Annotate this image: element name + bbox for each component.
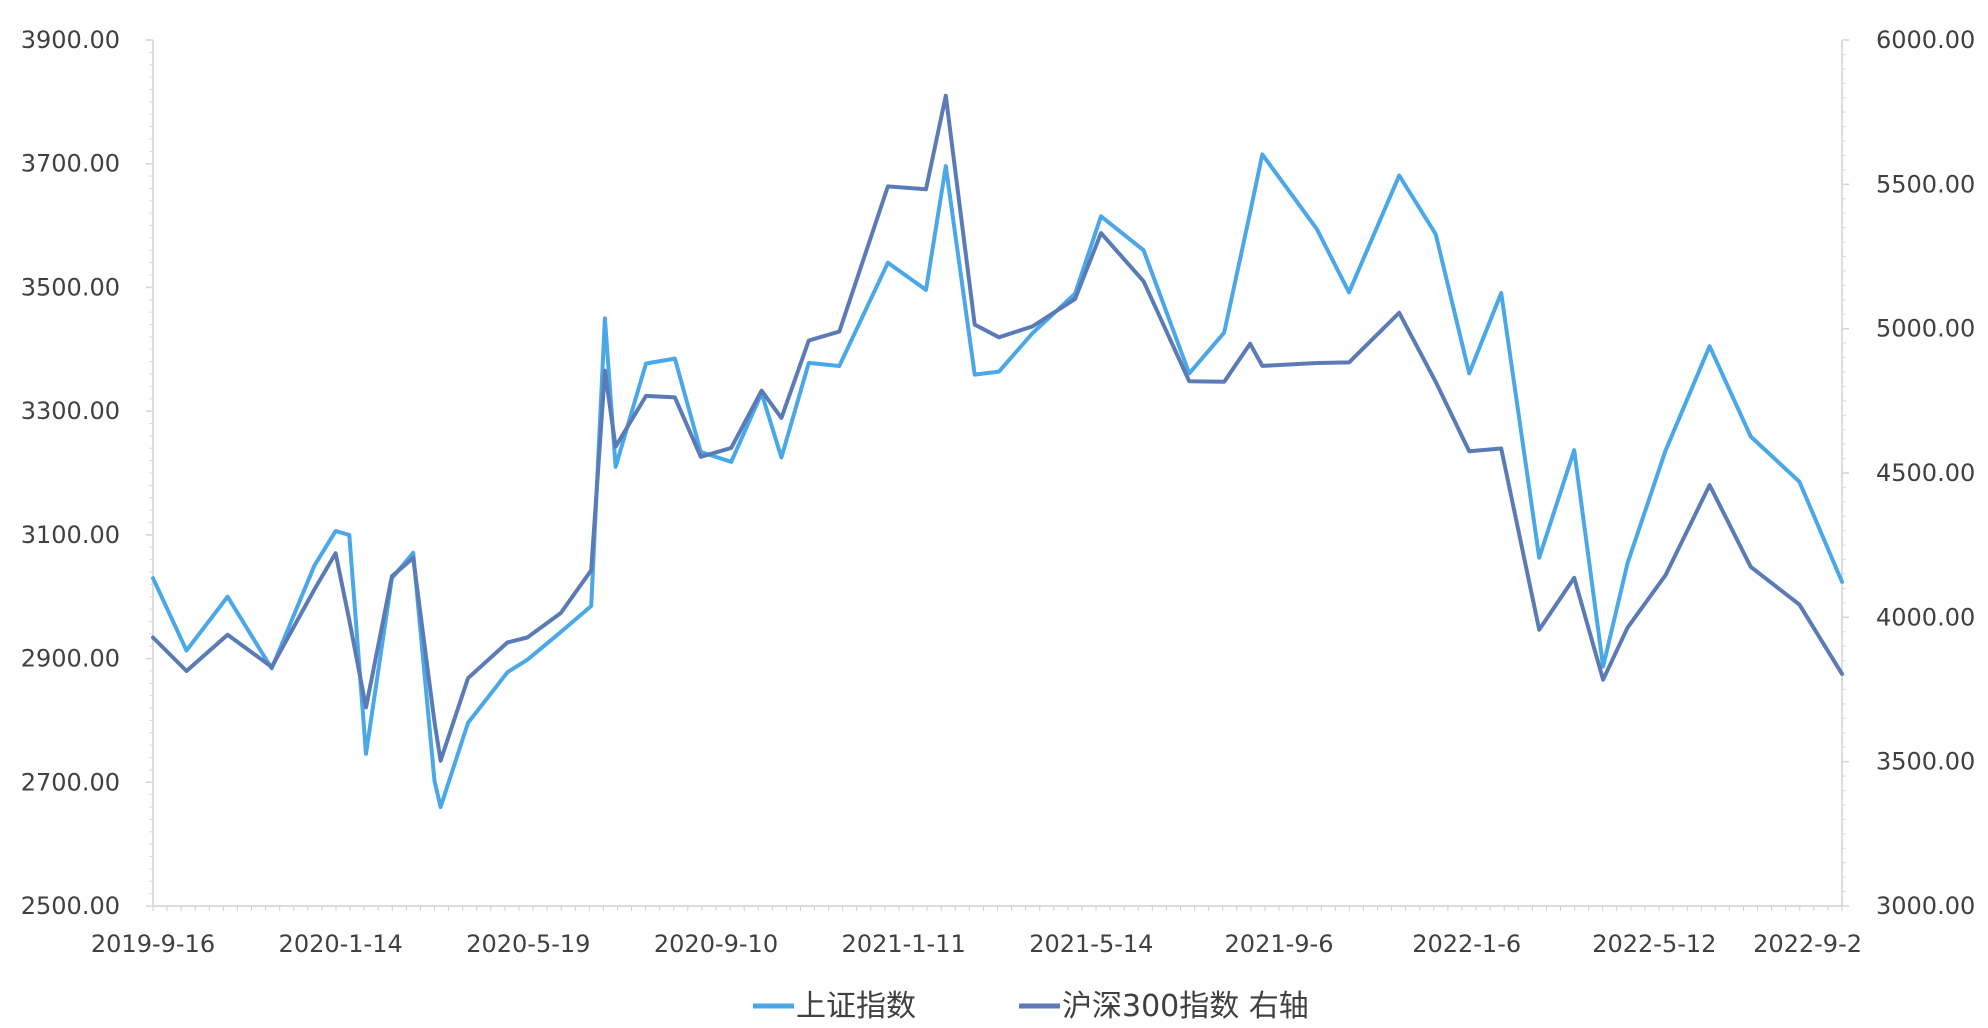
legend: 上证指数 沪深300指数 右轴 [753,989,1309,1024]
x-axis-tick-label: 2020-9-10 [654,930,778,958]
right-axis-tick-label: 6000.00 [1876,26,1975,54]
legend-item-csi300: 沪深300指数 右轴 [1019,989,1309,1024]
left-axis-tick-label: 3900.00 [21,26,120,54]
x-axis-tick-label: 2020-1-14 [279,930,403,958]
right-axis-tick-label: 4500.00 [1876,459,1975,487]
x-axis-tick-label: 2019-9-16 [91,930,215,958]
x-axis-tick-label: 2021-5-14 [1029,930,1153,958]
x-axis-minor-ticks [152,906,1843,911]
left-axis-tick-label: 3700.00 [21,150,120,178]
left-axis-tick-label: 3100.00 [21,521,120,549]
x-axis-tick-labels: 2019-9-16 2020-1-14 2020-5-19 2020-9-10 2021… [91,930,1862,958]
left-axis-tick-label: 2500.00 [21,892,120,920]
right-axis-tick-labels: 6000.00 5500.00 5000.00 4500.00 4000.00 3500.… [1876,26,1975,920]
left-axis-tick-labels: 3900.00 3700.00 3500.00 3300.00 3100.00 2900.… [21,26,120,920]
left-axis-tick-label: 3300.00 [21,397,120,425]
x-axis-tick-label: 2022-9-2 [1753,930,1862,958]
right-axis-tick-label: 5500.00 [1876,170,1975,198]
left-axis-tick-marks [146,39,153,907]
left-axis-tick-label: 2700.00 [21,768,120,796]
right-axis-tick-label: 5000.00 [1876,315,1975,343]
legend-label-shanghai: 上证指数 [796,989,916,1024]
x-axis-tick-label: 2020-5-19 [466,930,590,958]
right-axis-tick-label: 4000.00 [1876,603,1975,631]
x-axis-tick-label: 2021-9-6 [1225,930,1334,958]
axes [146,39,1849,911]
legend-item-shanghai: 上证指数 [753,989,916,1024]
series-line-shanghai [151,152,1844,809]
x-axis-tick-label: 2021-1-11 [842,930,966,958]
x-axis-tick-label: 2022-1-6 [1412,930,1521,958]
series-line-csi300 [151,93,1844,763]
x-axis-tick-label: 2022-5-12 [1592,930,1716,958]
right-axis-tick-label: 3000.00 [1876,892,1975,920]
right-axis-tick-label: 3500.00 [1876,748,1975,776]
left-axis-tick-label: 3500.00 [21,273,120,301]
left-axis-tick-label: 2900.00 [21,645,120,673]
legend-label-csi300: 沪深300指数 右轴 [1062,989,1309,1024]
series-layer [151,93,1844,809]
right-axis-tick-marks [1842,39,1849,907]
